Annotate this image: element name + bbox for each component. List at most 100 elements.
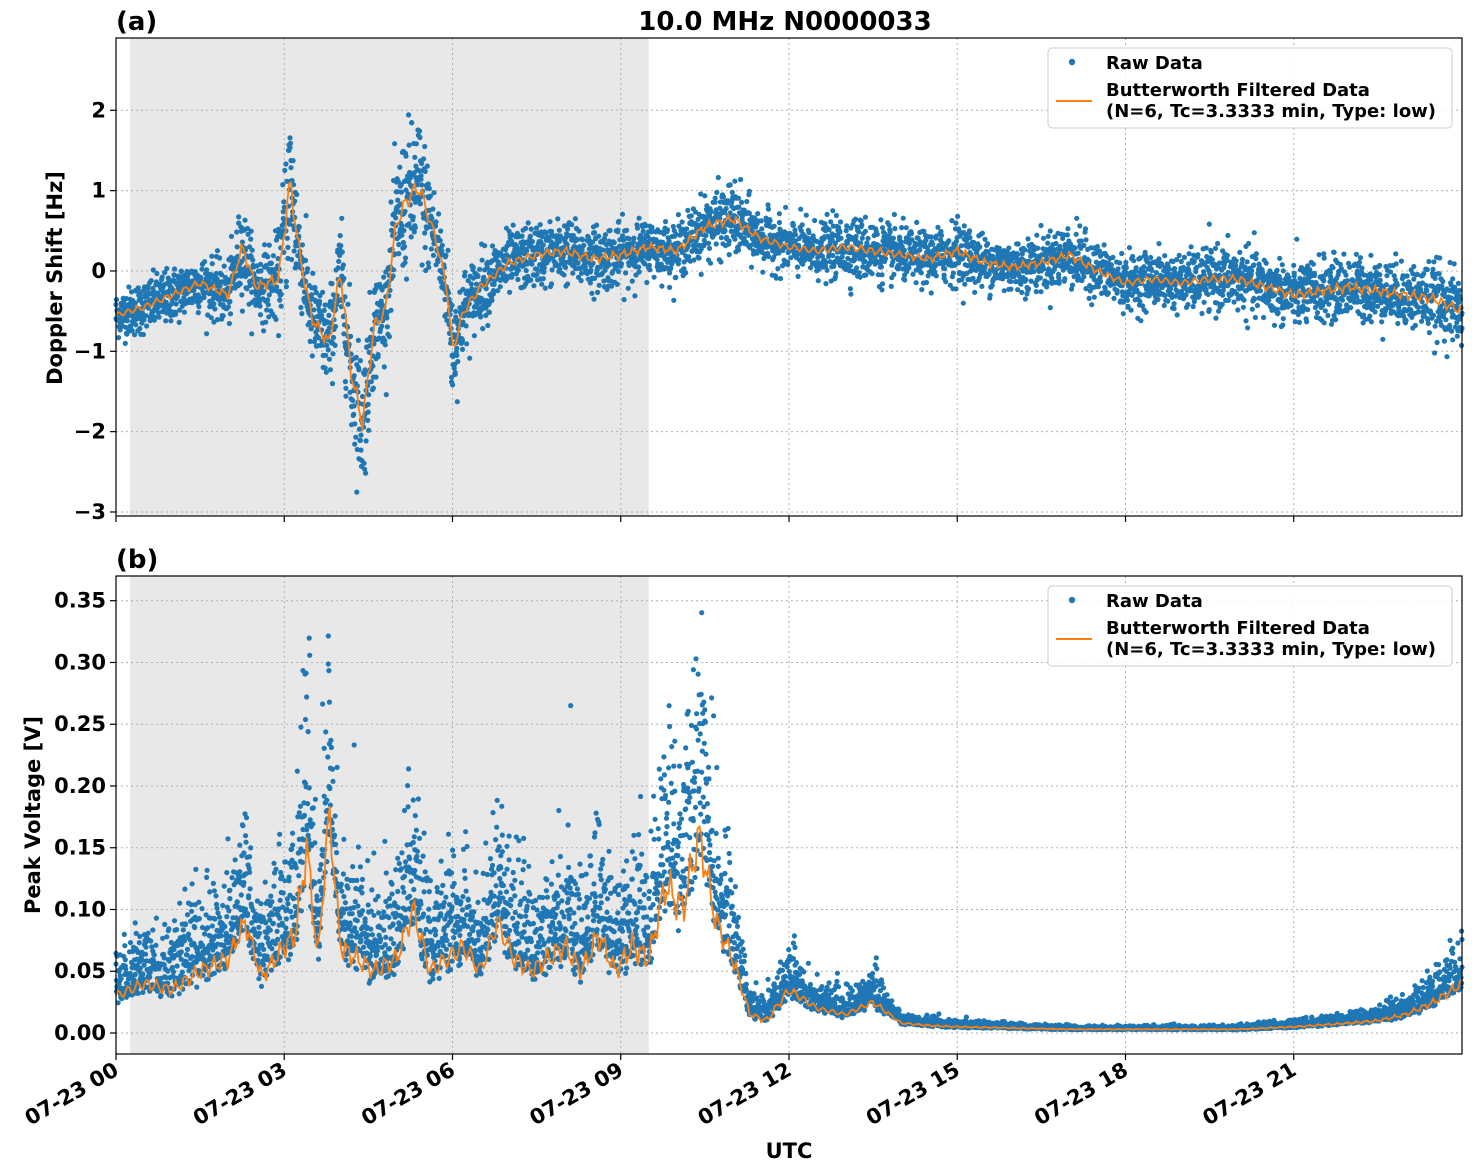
raw-data-point (137, 291, 143, 298)
raw-data-point (356, 367, 362, 373)
raw-data-point (823, 281, 829, 287)
raw-data-point (392, 210, 398, 216)
raw-data-point (792, 227, 798, 233)
raw-data-point (1083, 237, 1089, 243)
raw-data-point (220, 313, 226, 319)
raw-data-point (902, 277, 908, 283)
raw-data-point (357, 358, 363, 364)
raw-data-point (228, 233, 235, 239)
raw-data-point (524, 261, 530, 267)
raw-data-point (1086, 295, 1092, 301)
raw-data-point (265, 254, 271, 260)
raw-data-point (116, 335, 122, 341)
raw-data-point (1379, 319, 1385, 325)
raw-data-point (1143, 309, 1149, 315)
raw-data-point (1304, 319, 1310, 325)
raw-data-point (1008, 278, 1014, 285)
raw-data-point (667, 284, 673, 290)
raw-data-point (1209, 257, 1215, 263)
raw-data-point (366, 392, 372, 398)
raw-data-point (646, 262, 653, 268)
raw-data-point (1339, 297, 1345, 303)
raw-data-point (379, 323, 385, 329)
raw-data-point (287, 135, 293, 141)
raw-data-point (917, 247, 923, 253)
raw-data-point (591, 296, 597, 302)
raw-data-point (176, 319, 182, 325)
raw-data-point (281, 199, 287, 205)
raw-data-point (705, 240, 712, 246)
raw-data-point (683, 270, 689, 276)
raw-data-point (673, 274, 679, 280)
raw-data-point (1325, 312, 1331, 319)
raw-data-point (1089, 302, 1095, 308)
raw-data-point (140, 331, 146, 338)
raw-data-point (238, 273, 244, 279)
raw-data-point (122, 340, 128, 346)
raw-data-point (426, 264, 432, 270)
raw-data-point (1220, 292, 1226, 298)
raw-data-point (510, 222, 516, 228)
raw-data-point (211, 301, 217, 307)
raw-data-point (217, 255, 223, 261)
raw-data-point (299, 311, 305, 317)
raw-data-point (305, 266, 311, 272)
raw-data-point (879, 287, 885, 293)
raw-data-point (473, 281, 480, 287)
raw-data-point (301, 289, 308, 295)
raw-data-point (1155, 296, 1161, 303)
raw-data-point (337, 233, 343, 239)
raw-data-point (1077, 223, 1083, 229)
raw-data-point (950, 270, 957, 276)
raw-data-point (1180, 264, 1186, 270)
raw-data-point (325, 347, 331, 353)
raw-data-point (276, 333, 282, 339)
raw-data-point (529, 261, 535, 267)
raw-data-point (1394, 282, 1400, 288)
raw-data-point (412, 225, 418, 231)
raw-data-point (384, 324, 390, 330)
raw-data-point (775, 266, 781, 272)
raw-data-point (979, 283, 985, 289)
raw-data-point (475, 273, 481, 279)
raw-data-point (1398, 258, 1404, 264)
raw-data-point (703, 232, 709, 239)
raw-data-point (422, 230, 428, 236)
raw-data-point (412, 154, 418, 160)
raw-data-point (313, 290, 319, 296)
raw-data-point (226, 320, 232, 327)
raw-data-point (248, 228, 254, 234)
raw-data-point (1203, 245, 1209, 251)
raw-data-point (1133, 265, 1139, 271)
raw-data-point (290, 158, 296, 164)
raw-data-point (1148, 254, 1154, 261)
raw-data-point (323, 369, 329, 375)
raw-data-point (767, 218, 773, 224)
raw-data-point (852, 216, 859, 222)
raw-data-point (326, 312, 332, 318)
raw-data-point (1072, 245, 1078, 251)
raw-data-point (735, 195, 742, 201)
raw-data-point (1241, 297, 1247, 303)
raw-data-point (684, 226, 690, 232)
raw-data-point (892, 226, 898, 232)
raw-data-point (214, 248, 221, 254)
raw-data-point (1190, 303, 1196, 310)
raw-data-point (428, 246, 434, 252)
raw-data-point (431, 190, 437, 196)
raw-data-point (1274, 267, 1280, 273)
raw-data-point (362, 371, 368, 377)
raw-data-point (353, 434, 359, 440)
raw-data-point (837, 219, 844, 225)
raw-data-point (1249, 268, 1255, 274)
raw-data-point (735, 247, 742, 253)
raw-data-point (515, 276, 521, 283)
raw-data-point (515, 267, 522, 273)
raw-data-point (649, 224, 655, 230)
raw-data-point (1119, 250, 1125, 257)
raw-data-point (381, 274, 387, 280)
raw-data-point (329, 381, 336, 387)
raw-data-point (396, 241, 402, 248)
raw-data-point (336, 258, 342, 264)
